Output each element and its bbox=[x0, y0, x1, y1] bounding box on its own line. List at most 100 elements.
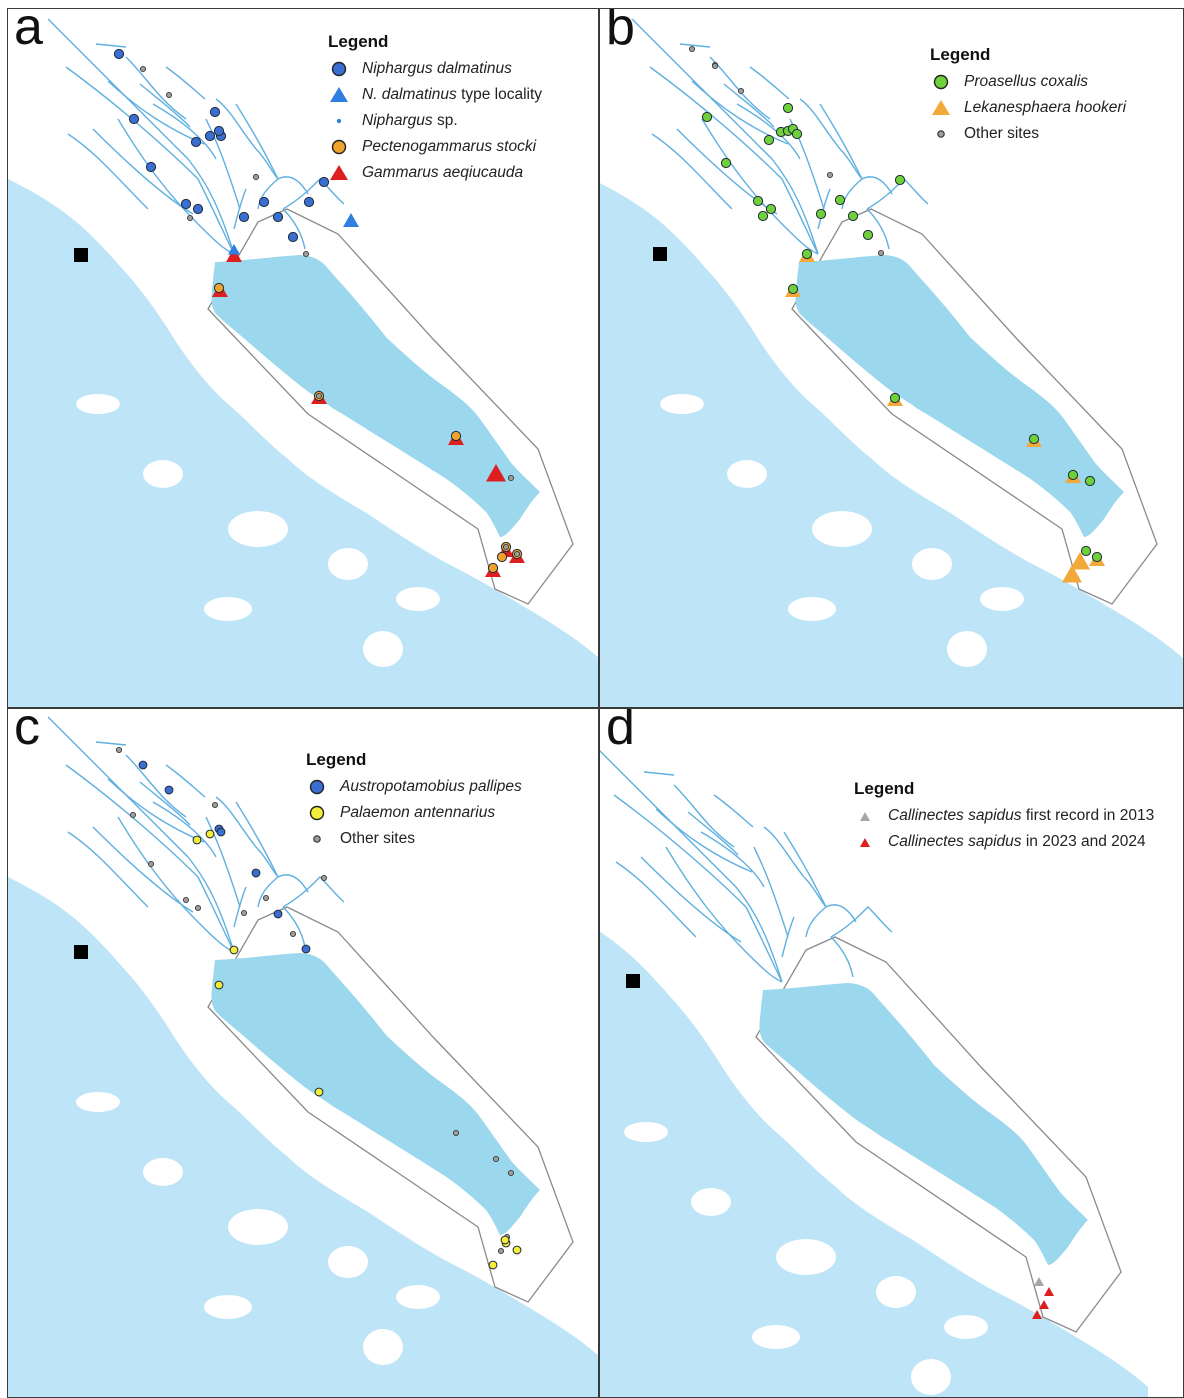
site-marker bbox=[487, 562, 499, 574]
legend-symbol bbox=[932, 100, 950, 115]
panel-letter: c bbox=[14, 708, 40, 756]
legend-symbol bbox=[331, 61, 347, 77]
site-marker bbox=[1080, 545, 1092, 557]
legend-entries: Callinectes sapidus first record in 2013… bbox=[854, 803, 1154, 855]
other-site-marker bbox=[139, 65, 147, 73]
river bbox=[781, 916, 795, 958]
other-site-marker bbox=[507, 1169, 515, 1177]
legend-label-italic: Austropotamobius pallipes bbox=[340, 778, 522, 795]
river bbox=[799, 98, 863, 180]
other-site-marker bbox=[165, 91, 173, 99]
legend-entries: Proasellus coxalis Lekanesphaera hookeri O… bbox=[930, 69, 1126, 147]
island-land bbox=[228, 1209, 288, 1245]
river bbox=[125, 754, 187, 818]
river bbox=[649, 66, 819, 255]
legend-label-italic: Niphargus dalmatinus bbox=[362, 60, 512, 77]
sea-area bbox=[600, 449, 632, 479]
site-marker bbox=[1084, 475, 1096, 487]
legend-symbol bbox=[860, 812, 870, 821]
other-site-marker bbox=[194, 904, 202, 912]
other-site-marker bbox=[129, 811, 137, 819]
island bbox=[832, 1333, 880, 1361]
site-marker-triangle bbox=[228, 244, 240, 255]
legend-entry: Niphargus sp. bbox=[328, 108, 542, 134]
panel-letter: b bbox=[606, 8, 635, 56]
sea-area bbox=[8, 877, 598, 1397]
legend-title: Legend bbox=[306, 750, 367, 769]
legend-symbol bbox=[937, 130, 945, 138]
legend-entry: N. dalmatinus type locality bbox=[328, 82, 542, 108]
river bbox=[825, 904, 857, 923]
island bbox=[284, 1303, 332, 1331]
island-land bbox=[396, 1285, 440, 1309]
legend-entry: Lekanesphaera hookeri bbox=[930, 95, 1126, 121]
island bbox=[868, 605, 916, 633]
map-panel-d: d Legend Callinectes sapidus first recor… bbox=[599, 708, 1184, 1398]
legend-entry: Other sites bbox=[930, 121, 1126, 147]
legend-label: N. dalmatinus type locality bbox=[362, 86, 542, 104]
river bbox=[257, 178, 279, 210]
site-marker bbox=[782, 102, 794, 114]
other-site-marker bbox=[186, 214, 194, 222]
site-marker bbox=[238, 211, 250, 223]
map-panel-a: a Legend Niphargus dalmatinus N. dalmatin… bbox=[7, 8, 599, 708]
river bbox=[215, 796, 279, 878]
river bbox=[753, 846, 789, 938]
site-marker bbox=[720, 157, 732, 169]
island bbox=[742, 519, 782, 539]
other-site-marker bbox=[711, 62, 719, 70]
river bbox=[282, 906, 306, 948]
river bbox=[861, 176, 893, 195]
legend-label-plain: sp. bbox=[432, 112, 458, 129]
island bbox=[658, 1195, 694, 1219]
legend-marker bbox=[330, 87, 348, 102]
other-site-marker bbox=[492, 1155, 500, 1163]
map-panel-b: b Legend Proasellus coxalis Lekanesphaera… bbox=[599, 8, 1184, 708]
crab-record-marker bbox=[1032, 1310, 1042, 1319]
site-marker bbox=[273, 909, 283, 919]
legend-label-italic: Pectenogammarus stocki bbox=[362, 138, 537, 155]
legend-label-plain: Other sites bbox=[964, 125, 1039, 142]
site-marker bbox=[314, 1087, 324, 1097]
island-land bbox=[396, 587, 440, 611]
river bbox=[125, 56, 187, 120]
site-marker bbox=[214, 980, 224, 990]
site-marker bbox=[301, 944, 311, 954]
legend-label-italic: Palaemon antennarius bbox=[340, 804, 496, 821]
lake bbox=[759, 983, 1088, 1265]
site-marker bbox=[303, 196, 315, 208]
river bbox=[691, 80, 789, 145]
river bbox=[655, 808, 753, 873]
panel-letter: d bbox=[606, 708, 635, 756]
legend-label: Gammarus aeqiucauda bbox=[362, 164, 523, 182]
legend-title: Legend bbox=[328, 32, 389, 51]
river bbox=[615, 861, 697, 938]
river bbox=[67, 831, 149, 908]
map-layer bbox=[8, 716, 598, 1397]
lake bbox=[795, 255, 1124, 537]
legend-entries: Niphargus dalmatinus N. dalmatinus type l… bbox=[328, 56, 542, 186]
river bbox=[152, 103, 217, 160]
site-marker bbox=[190, 136, 202, 148]
river bbox=[47, 716, 235, 953]
river bbox=[152, 801, 217, 858]
site-marker-triangle bbox=[1062, 565, 1082, 583]
river bbox=[701, 118, 819, 255]
legend-label: Pectenogammarus stocki bbox=[362, 138, 536, 156]
river bbox=[92, 128, 194, 215]
site-marker bbox=[752, 195, 764, 207]
river bbox=[95, 741, 127, 746]
legend-marker bbox=[331, 139, 347, 155]
sea-area bbox=[8, 1147, 48, 1177]
river bbox=[723, 83, 775, 128]
river bbox=[257, 876, 279, 908]
site-marker bbox=[787, 283, 799, 295]
river bbox=[67, 133, 149, 210]
legend-marker bbox=[331, 61, 347, 77]
site-marker bbox=[164, 785, 174, 795]
site-marker-triangle bbox=[1070, 552, 1090, 570]
site-marker bbox=[847, 210, 859, 222]
river bbox=[95, 43, 127, 48]
legend-entry: Gammarus aeqiucauda bbox=[328, 160, 542, 186]
